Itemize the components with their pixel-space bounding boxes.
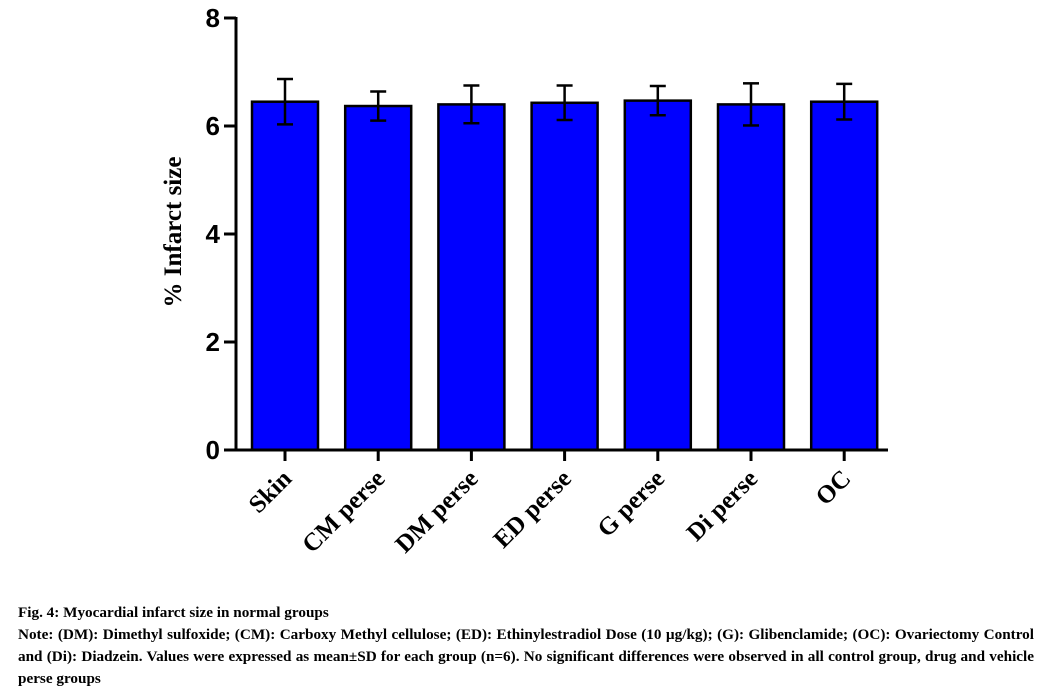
bar-g-perse [623, 99, 693, 452]
x-tick-label: Skin [244, 465, 298, 519]
x-tick-label: OC [811, 465, 857, 511]
y-tick-label: 4 [206, 219, 221, 249]
y-tick-label: 6 [206, 111, 220, 141]
y-tick-label: 2 [206, 327, 220, 357]
caption-title: Fig. 4: Myocardial infarct size in norma… [18, 604, 329, 621]
bar-oc [809, 100, 879, 452]
bar-cm-perse [343, 104, 413, 452]
x-tick-label: ED perse [489, 465, 577, 553]
bar-dm-perse [437, 103, 506, 452]
x-tick-label: CM perse [297, 465, 390, 558]
caption-note: Note: (DM): Dimethyl sulfoxide; (CM): Ca… [18, 626, 1034, 687]
y-axis-label: % Infarct size [160, 157, 187, 308]
y-tick-label: 8 [206, 3, 220, 33]
y-tick-label: 0 [206, 435, 220, 465]
error-bars-group [277, 77, 853, 127]
bars-group [250, 99, 879, 452]
figure-caption: Fig. 4: Myocardial infarct size in norma… [18, 602, 1034, 690]
x-ticks-group: Skin CM perse DM perse ED perse G perse Di pe… [244, 450, 857, 558]
bar-ed-perse [530, 101, 599, 452]
bar-di-perse [716, 103, 786, 452]
x-tick-label: Di perse [682, 465, 763, 546]
bar-skin [250, 100, 320, 452]
y-ticks-group: 0 2 4 6 8 [206, 3, 236, 465]
x-tick-label: G perse [593, 465, 671, 543]
bar-chart: 0 2 4 6 8 Skin CM perse DM perse ED perse G pers… [160, 3, 888, 558]
x-tick-label: DM perse [390, 465, 483, 558]
